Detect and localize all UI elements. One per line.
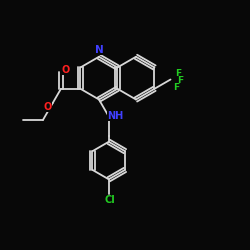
Text: N: N bbox=[94, 45, 103, 55]
Text: F: F bbox=[173, 83, 179, 92]
Text: O: O bbox=[62, 65, 70, 75]
Text: NH: NH bbox=[107, 112, 123, 122]
Text: F: F bbox=[175, 68, 182, 78]
Text: Cl: Cl bbox=[105, 195, 116, 205]
Text: O: O bbox=[43, 102, 52, 112]
Text: F: F bbox=[177, 76, 184, 85]
